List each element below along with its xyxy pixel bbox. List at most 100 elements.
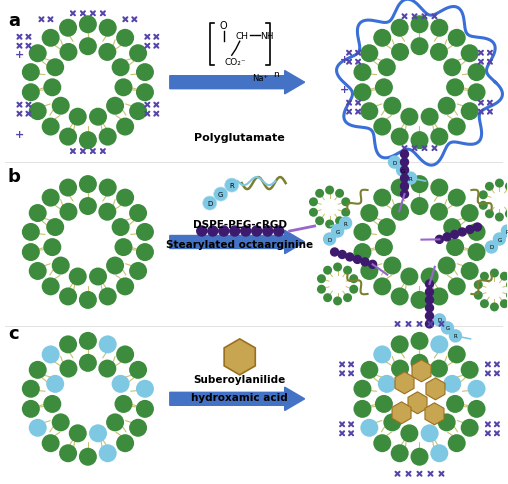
Circle shape [29, 419, 47, 437]
Polygon shape [224, 339, 256, 375]
Circle shape [99, 179, 117, 197]
Text: O: O [220, 21, 228, 31]
Circle shape [29, 262, 47, 280]
Circle shape [317, 285, 326, 294]
Circle shape [69, 268, 87, 286]
Circle shape [485, 182, 494, 191]
Circle shape [448, 30, 466, 48]
Circle shape [378, 219, 396, 237]
Circle shape [79, 332, 97, 350]
Circle shape [129, 262, 147, 280]
Circle shape [360, 205, 378, 223]
Circle shape [461, 205, 479, 223]
Circle shape [230, 227, 240, 237]
Text: D: D [328, 237, 332, 242]
Circle shape [426, 288, 433, 296]
Text: +: + [15, 50, 24, 60]
Circle shape [112, 375, 130, 393]
Circle shape [99, 20, 117, 38]
Circle shape [473, 224, 482, 231]
Circle shape [263, 227, 273, 237]
Circle shape [43, 239, 61, 257]
Circle shape [331, 248, 339, 257]
Text: n: n [273, 70, 278, 79]
Circle shape [501, 226, 508, 238]
Circle shape [116, 346, 134, 363]
Circle shape [426, 320, 433, 328]
Circle shape [461, 103, 479, 121]
Circle shape [360, 262, 378, 280]
Circle shape [324, 233, 336, 245]
Circle shape [99, 128, 117, 146]
Circle shape [59, 44, 77, 62]
Circle shape [136, 243, 154, 261]
Circle shape [116, 434, 134, 452]
Circle shape [341, 209, 350, 217]
Circle shape [448, 434, 466, 452]
Circle shape [59, 360, 77, 378]
Circle shape [79, 197, 97, 215]
Circle shape [461, 419, 479, 437]
Circle shape [22, 84, 40, 102]
Text: D: D [392, 160, 397, 165]
Circle shape [400, 167, 408, 175]
Circle shape [42, 189, 59, 207]
Circle shape [486, 242, 497, 254]
Circle shape [493, 233, 505, 245]
Circle shape [29, 45, 47, 63]
Circle shape [354, 400, 371, 418]
Circle shape [448, 346, 466, 363]
Circle shape [335, 189, 344, 198]
Circle shape [203, 197, 217, 211]
Circle shape [458, 228, 466, 237]
Circle shape [129, 361, 147, 379]
Circle shape [479, 201, 488, 211]
Circle shape [350, 274, 358, 284]
Circle shape [99, 288, 117, 306]
Text: hydroxamic acid: hydroxamic acid [192, 392, 288, 402]
Circle shape [373, 278, 391, 296]
Polygon shape [425, 403, 444, 425]
Text: R: R [454, 333, 457, 339]
Circle shape [324, 271, 352, 298]
Circle shape [22, 224, 40, 242]
Circle shape [426, 296, 433, 304]
Text: b: b [8, 168, 21, 186]
Circle shape [79, 291, 97, 309]
Circle shape [481, 276, 508, 304]
Circle shape [136, 84, 154, 102]
Circle shape [315, 189, 324, 198]
Circle shape [495, 213, 504, 222]
Circle shape [490, 303, 499, 312]
Circle shape [341, 198, 350, 207]
Circle shape [360, 419, 378, 437]
Circle shape [378, 59, 396, 77]
Circle shape [333, 297, 342, 306]
Circle shape [116, 189, 134, 207]
Circle shape [400, 175, 408, 182]
Circle shape [391, 128, 408, 146]
Circle shape [69, 108, 87, 126]
Circle shape [106, 98, 124, 116]
Circle shape [129, 45, 147, 63]
Text: Stearylated octaarginine: Stearylated octaarginine [166, 240, 313, 249]
Circle shape [474, 281, 483, 289]
Circle shape [438, 257, 456, 275]
Circle shape [461, 262, 479, 280]
Circle shape [400, 151, 408, 159]
Circle shape [99, 360, 116, 378]
Circle shape [52, 98, 70, 116]
Circle shape [346, 254, 354, 261]
Text: a: a [8, 12, 20, 30]
Circle shape [430, 179, 448, 197]
Circle shape [360, 45, 378, 63]
Circle shape [467, 400, 486, 418]
Circle shape [22, 243, 40, 261]
Circle shape [391, 44, 409, 62]
Circle shape [79, 176, 97, 194]
Circle shape [461, 45, 479, 63]
Circle shape [338, 251, 346, 259]
Circle shape [29, 103, 47, 121]
Circle shape [136, 380, 154, 398]
Circle shape [384, 413, 401, 431]
